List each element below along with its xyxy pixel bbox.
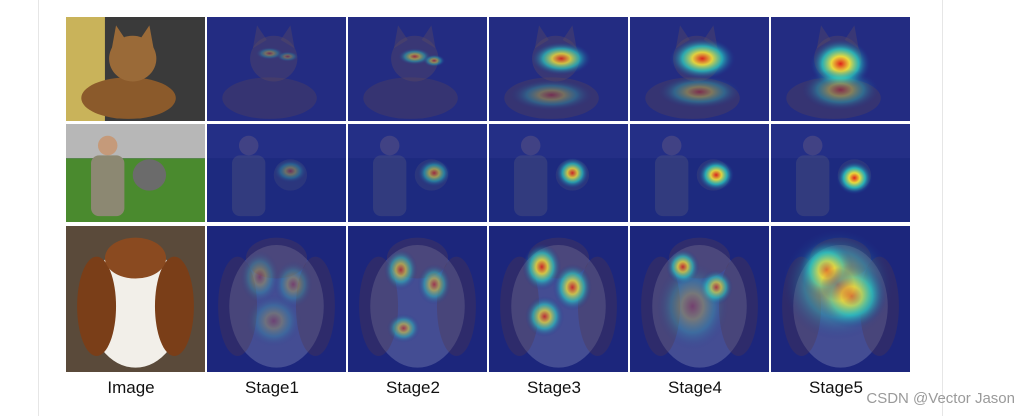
heatmap-stage2-cat xyxy=(348,17,487,121)
heatmap-stage1-person-and-sheep xyxy=(207,124,346,222)
heatmap-stage4-person-and-sheep xyxy=(630,124,769,222)
heatmap-stage1-basset-puppy xyxy=(207,226,346,372)
source-image-basset-puppy xyxy=(66,226,205,372)
watermark: CSDN @Vector Jason xyxy=(866,390,1015,407)
heatmap-stage3-cat xyxy=(489,17,628,121)
column-label-stage3: Stage3 xyxy=(527,378,581,397)
heatmap-stage3-person-and-sheep xyxy=(489,124,628,222)
heatmap-stage4-basset-puppy xyxy=(630,226,769,372)
heatmap-stage5-person-and-sheep xyxy=(771,124,910,222)
heatmap-stage3-basset-puppy xyxy=(489,226,628,372)
column-label-stage5: Stage5 xyxy=(809,378,863,397)
heatmap-stage2-person-and-sheep xyxy=(348,124,487,222)
heatmap-stage1-cat xyxy=(207,17,346,121)
column-label-image: Image xyxy=(107,378,155,397)
heatmap-stage2-basset-puppy xyxy=(348,226,487,372)
heatmap-stage4-cat xyxy=(630,17,769,121)
column-label-stage1: Stage1 xyxy=(245,378,299,397)
heatmap-stage5-basset-puppy xyxy=(771,226,910,372)
column-label-stage2: Stage2 xyxy=(386,378,440,397)
column-label-stage4: Stage4 xyxy=(668,378,722,397)
heatmap-stage5-cat xyxy=(771,17,910,121)
source-image-cat xyxy=(66,17,205,121)
source-image-person-and-sheep xyxy=(66,124,205,222)
